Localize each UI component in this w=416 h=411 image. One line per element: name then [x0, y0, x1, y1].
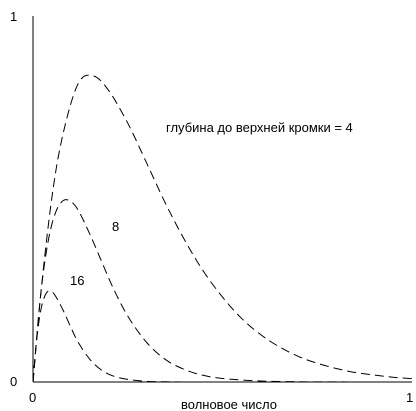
series-layer: [32, 74, 413, 383]
series-line-16: [32, 290, 261, 383]
y-tick-label-bottom: 0: [10, 374, 17, 389]
series-line-depth-4: [32, 74, 413, 383]
series-label-8: 8: [112, 219, 119, 234]
series-line-8: [32, 199, 412, 383]
x-tick-label-left: 0: [29, 390, 36, 405]
x-tick-label-right: 1: [406, 390, 413, 405]
y-tick-label-top: 1: [10, 9, 17, 24]
x-axis-label: волновое число: [181, 397, 277, 411]
series-label-depth-4: глубина до верхней кромки = 4: [166, 120, 353, 135]
plot-frame: [32, 16, 412, 383]
series-label-16: 16: [70, 273, 84, 288]
